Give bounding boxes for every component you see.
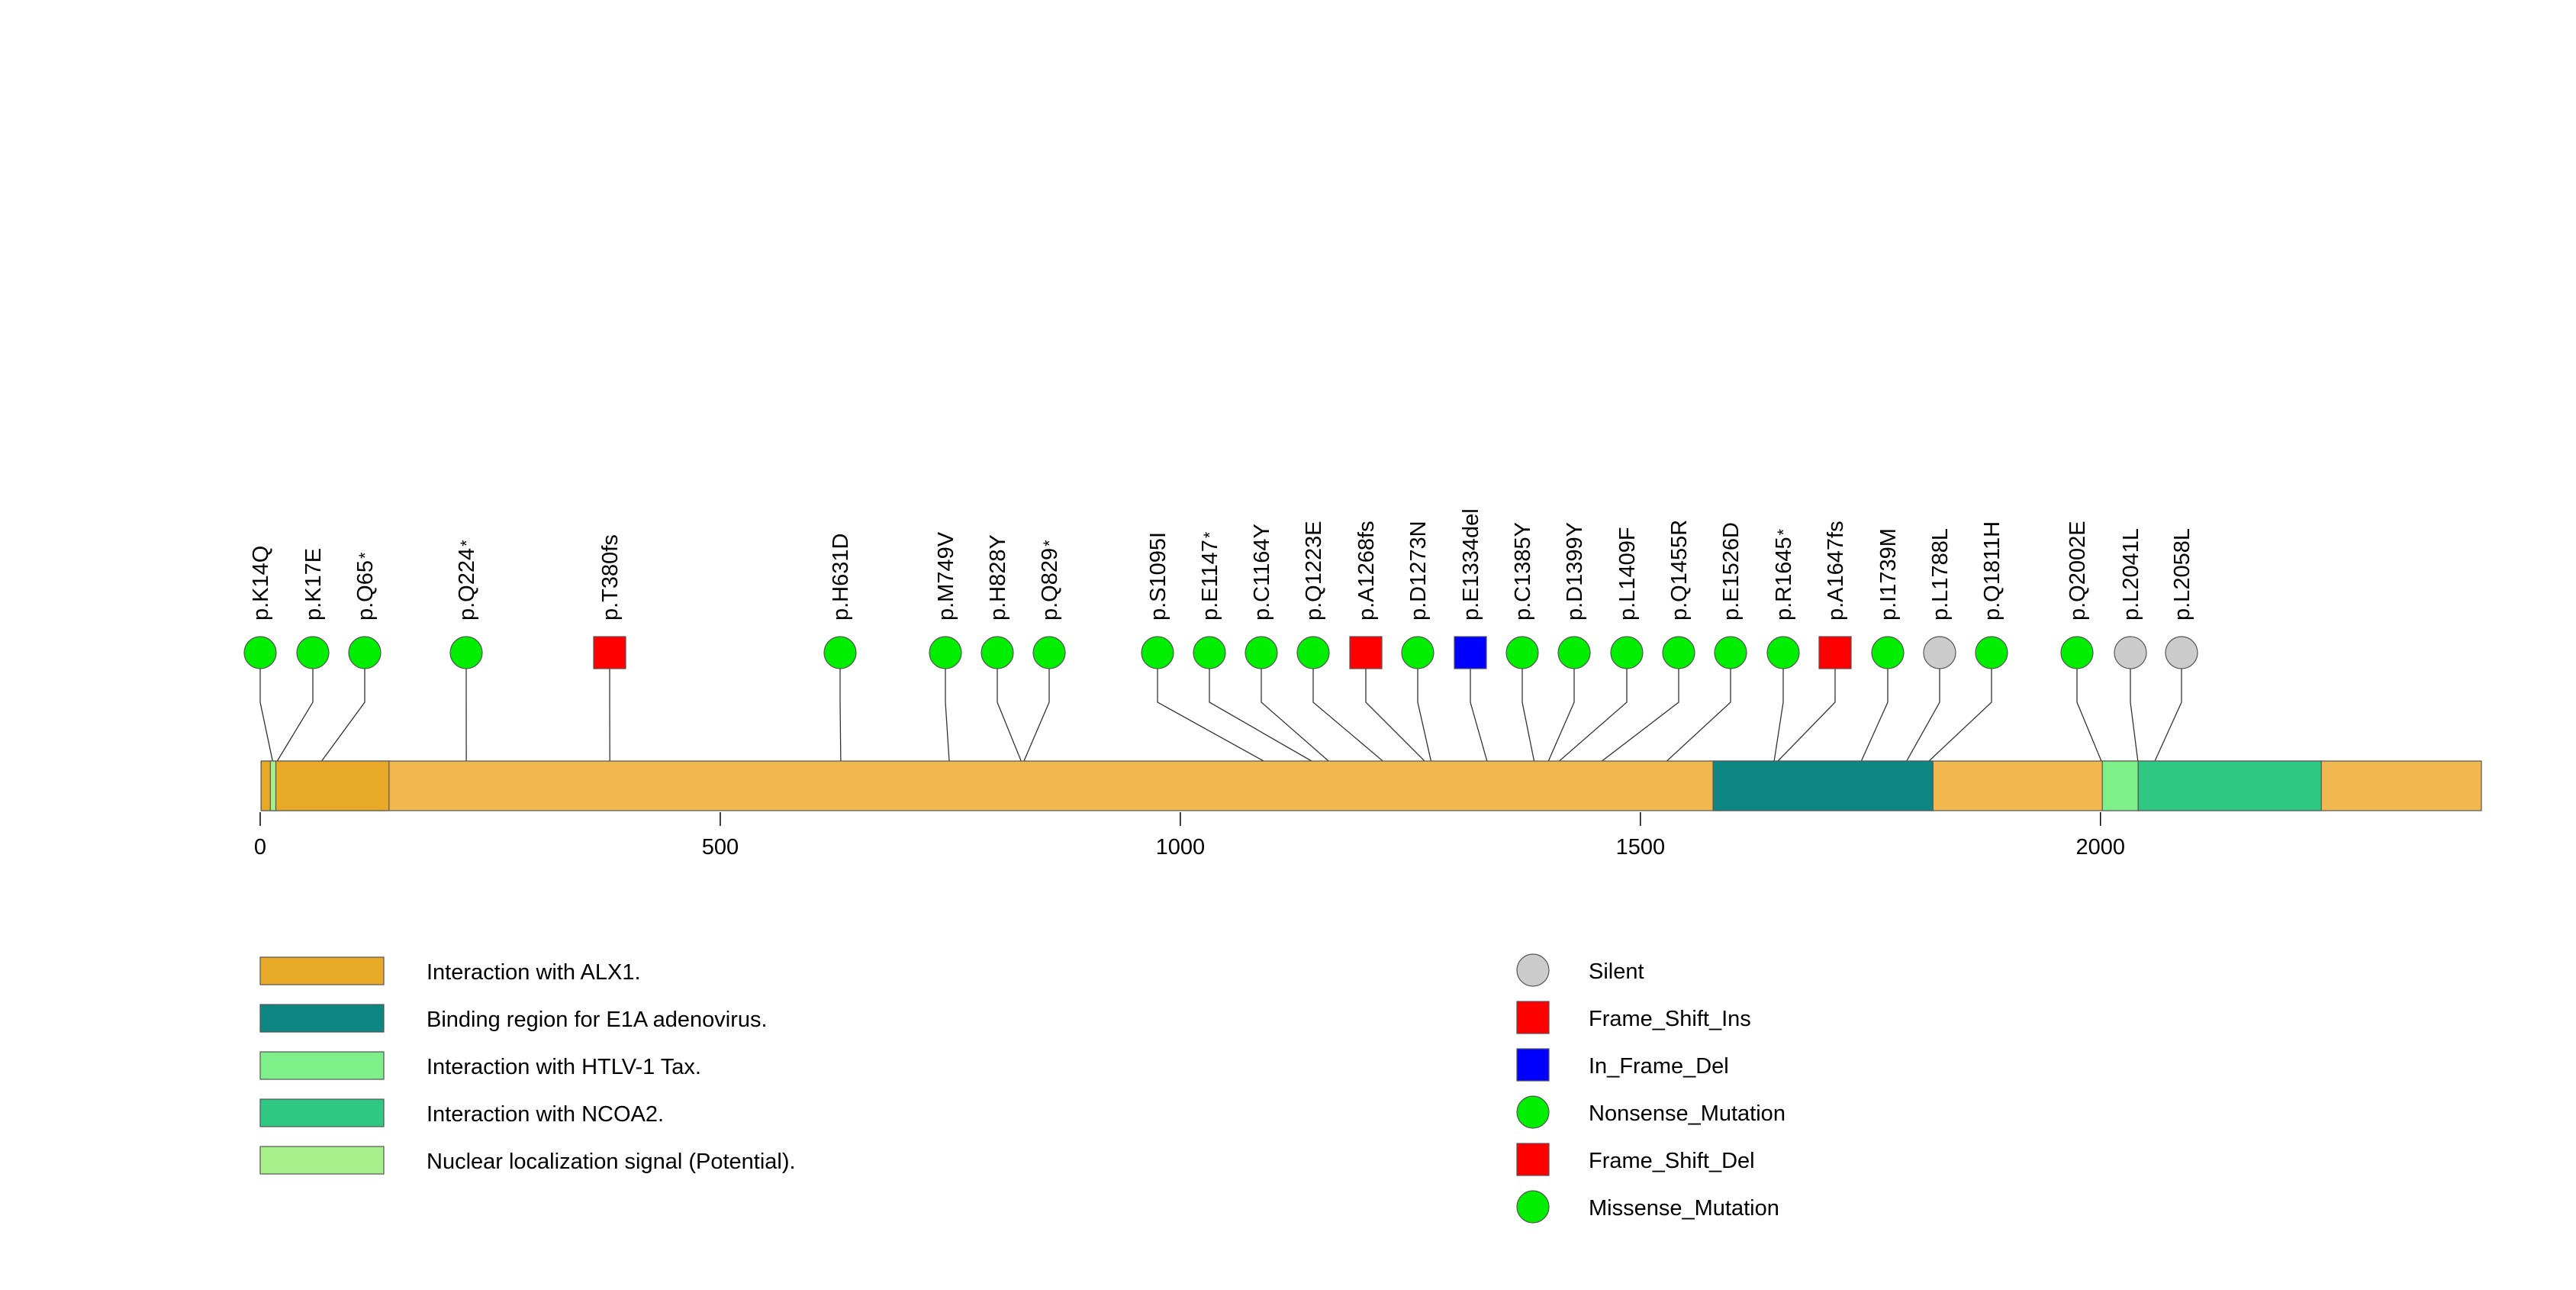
axis-tick-label: 0 <box>254 835 266 859</box>
mutation-label: p.H631D <box>829 534 853 621</box>
legend-label: Binding region for E1A adenovirus. <box>427 1008 768 1032</box>
mutation-label: p.R1645* <box>1772 528 1796 621</box>
domain-block <box>269 760 277 811</box>
mutation-marker <box>1349 636 1383 669</box>
mutation-label: p.Q65* <box>353 552 378 621</box>
mutation-label: p.A1647fs <box>1824 521 1848 621</box>
legend-label: Nuclear localization signal (Potential). <box>427 1150 796 1174</box>
legend-marker <box>1516 953 1550 987</box>
mutation-marker <box>1557 636 1591 669</box>
mutation-label: p.Q224* <box>455 540 479 621</box>
domain-block <box>2101 760 2139 811</box>
legend-swatch <box>259 1146 385 1175</box>
mutation-marker <box>1975 636 2008 669</box>
mutation-marker <box>348 636 382 669</box>
legend-swatch <box>259 1098 385 1127</box>
protein-track <box>260 760 2482 811</box>
legend-marker <box>1516 1190 1550 1224</box>
mutation-label: p.E1147* <box>1198 531 1222 621</box>
mutation-marker <box>1766 636 1800 669</box>
mutation-marker <box>1245 636 1278 669</box>
mutation-label: p.C1385Y <box>1511 522 1535 621</box>
mutation-marker <box>1141 636 1174 669</box>
legend-marker <box>1516 1048 1550 1082</box>
legend-label: Interaction with HTLV-1 Tax. <box>427 1055 701 1079</box>
domain-block <box>2137 760 2322 811</box>
mutation-marker <box>593 636 626 669</box>
mutation-label: p.L2058L <box>2170 528 2194 621</box>
domain-block <box>260 760 390 811</box>
mutation-marker <box>2114 636 2147 669</box>
mutation-marker <box>1454 636 1487 669</box>
mutation-label: p.Q1455R <box>1667 520 1692 621</box>
mutation-marker <box>449 636 483 669</box>
mutation-label: p.A1268fs <box>1354 521 1379 621</box>
mutation-label: p.C1164Y <box>1250 524 1274 621</box>
legend-label: Interaction with ALX1. <box>427 960 641 985</box>
mutation-label: p.T380fs <box>598 534 623 621</box>
axis-tick-label: 2000 <box>2076 835 2126 859</box>
mutation-marker <box>296 636 330 669</box>
mutation-marker <box>1505 636 1539 669</box>
legend-label: Interaction with NCOA2. <box>427 1102 664 1127</box>
domain-block <box>1712 760 1934 811</box>
mutation-label: p.L2041L <box>2119 528 2143 621</box>
legend-label: Frame_Shift_Ins <box>1589 1007 1751 1031</box>
mutation-marker <box>1401 636 1435 669</box>
mutation-label: p.S1095I <box>1146 532 1170 621</box>
mutation-label: p.E1526D <box>1719 522 1744 621</box>
legend-marker <box>1516 1001 1550 1034</box>
mutation-label: p.L1788L <box>1928 528 1953 621</box>
x-axis: 0 500 1000 1500 2000 <box>254 812 2125 859</box>
axis-tick-label: 1000 <box>1156 835 1206 859</box>
mutation-marker <box>1610 636 1644 669</box>
legend-label: In_Frame_Del <box>1589 1054 1729 1079</box>
mutation-marker <box>823 636 857 669</box>
mutation-label: p.M749V <box>934 531 958 621</box>
axis-tick-label: 1500 <box>1616 835 1666 859</box>
mutation-marker <box>1296 636 1330 669</box>
mutation-label: p.Q1811H <box>1980 521 2004 621</box>
legend-label: Frame_Shift_Del <box>1589 1149 1755 1173</box>
mutation-label: p.D1399Y <box>1563 522 1587 621</box>
legend-swatch <box>259 1051 385 1080</box>
legend-swatch <box>259 956 385 985</box>
mutation-label: p.L1409F <box>1615 527 1640 621</box>
legend: Interaction with ALX1. Binding region for… <box>259 953 1785 1224</box>
mutation-label: p.E1334del <box>1459 508 1483 621</box>
mutation-marker <box>2060 636 2094 669</box>
mutation-label: p.H828Y <box>986 534 1010 621</box>
mutation-label: p.K14Q <box>249 546 273 621</box>
legend-marker <box>1516 1143 1550 1176</box>
mutation-marker <box>2165 636 2198 669</box>
mutation-labels: p.K14Q p.K17E p.Q65* p.Q224* p.T380fs p.H631D… <box>249 508 2194 621</box>
mutation-marker <box>1923 636 1956 669</box>
mutation-label: p.I1739M <box>1876 528 1901 621</box>
mutation-marker <box>1032 636 1066 669</box>
mutation-marker <box>1193 636 1226 669</box>
mutation-label: p.Q1223E <box>1302 521 1326 621</box>
mutation-marker <box>1714 636 1747 669</box>
legend-label: Nonsense_Mutation <box>1589 1101 1785 1126</box>
mutation-label: p.D1273N <box>1406 521 1431 621</box>
mutation-marker <box>1818 636 1852 669</box>
legend-marker <box>1516 1095 1550 1129</box>
mutation-marker <box>1662 636 1695 669</box>
mutation-marker <box>1871 636 1905 669</box>
legend-swatch <box>259 1004 385 1033</box>
axis-tick-label: 500 <box>702 835 739 859</box>
mutation-markers <box>243 636 2198 669</box>
mutation-label: p.Q2002E <box>2066 521 2090 621</box>
legend-label: Missense_Mutation <box>1589 1196 1779 1221</box>
mutation-label: p.Q829* <box>1038 540 1062 621</box>
legend-label: Silent <box>1589 959 1644 984</box>
mutation-label: p.K17E <box>301 548 326 621</box>
mutation-marker <box>980 636 1014 669</box>
mutation-marker <box>929 636 962 669</box>
mutation-marker <box>243 636 277 669</box>
